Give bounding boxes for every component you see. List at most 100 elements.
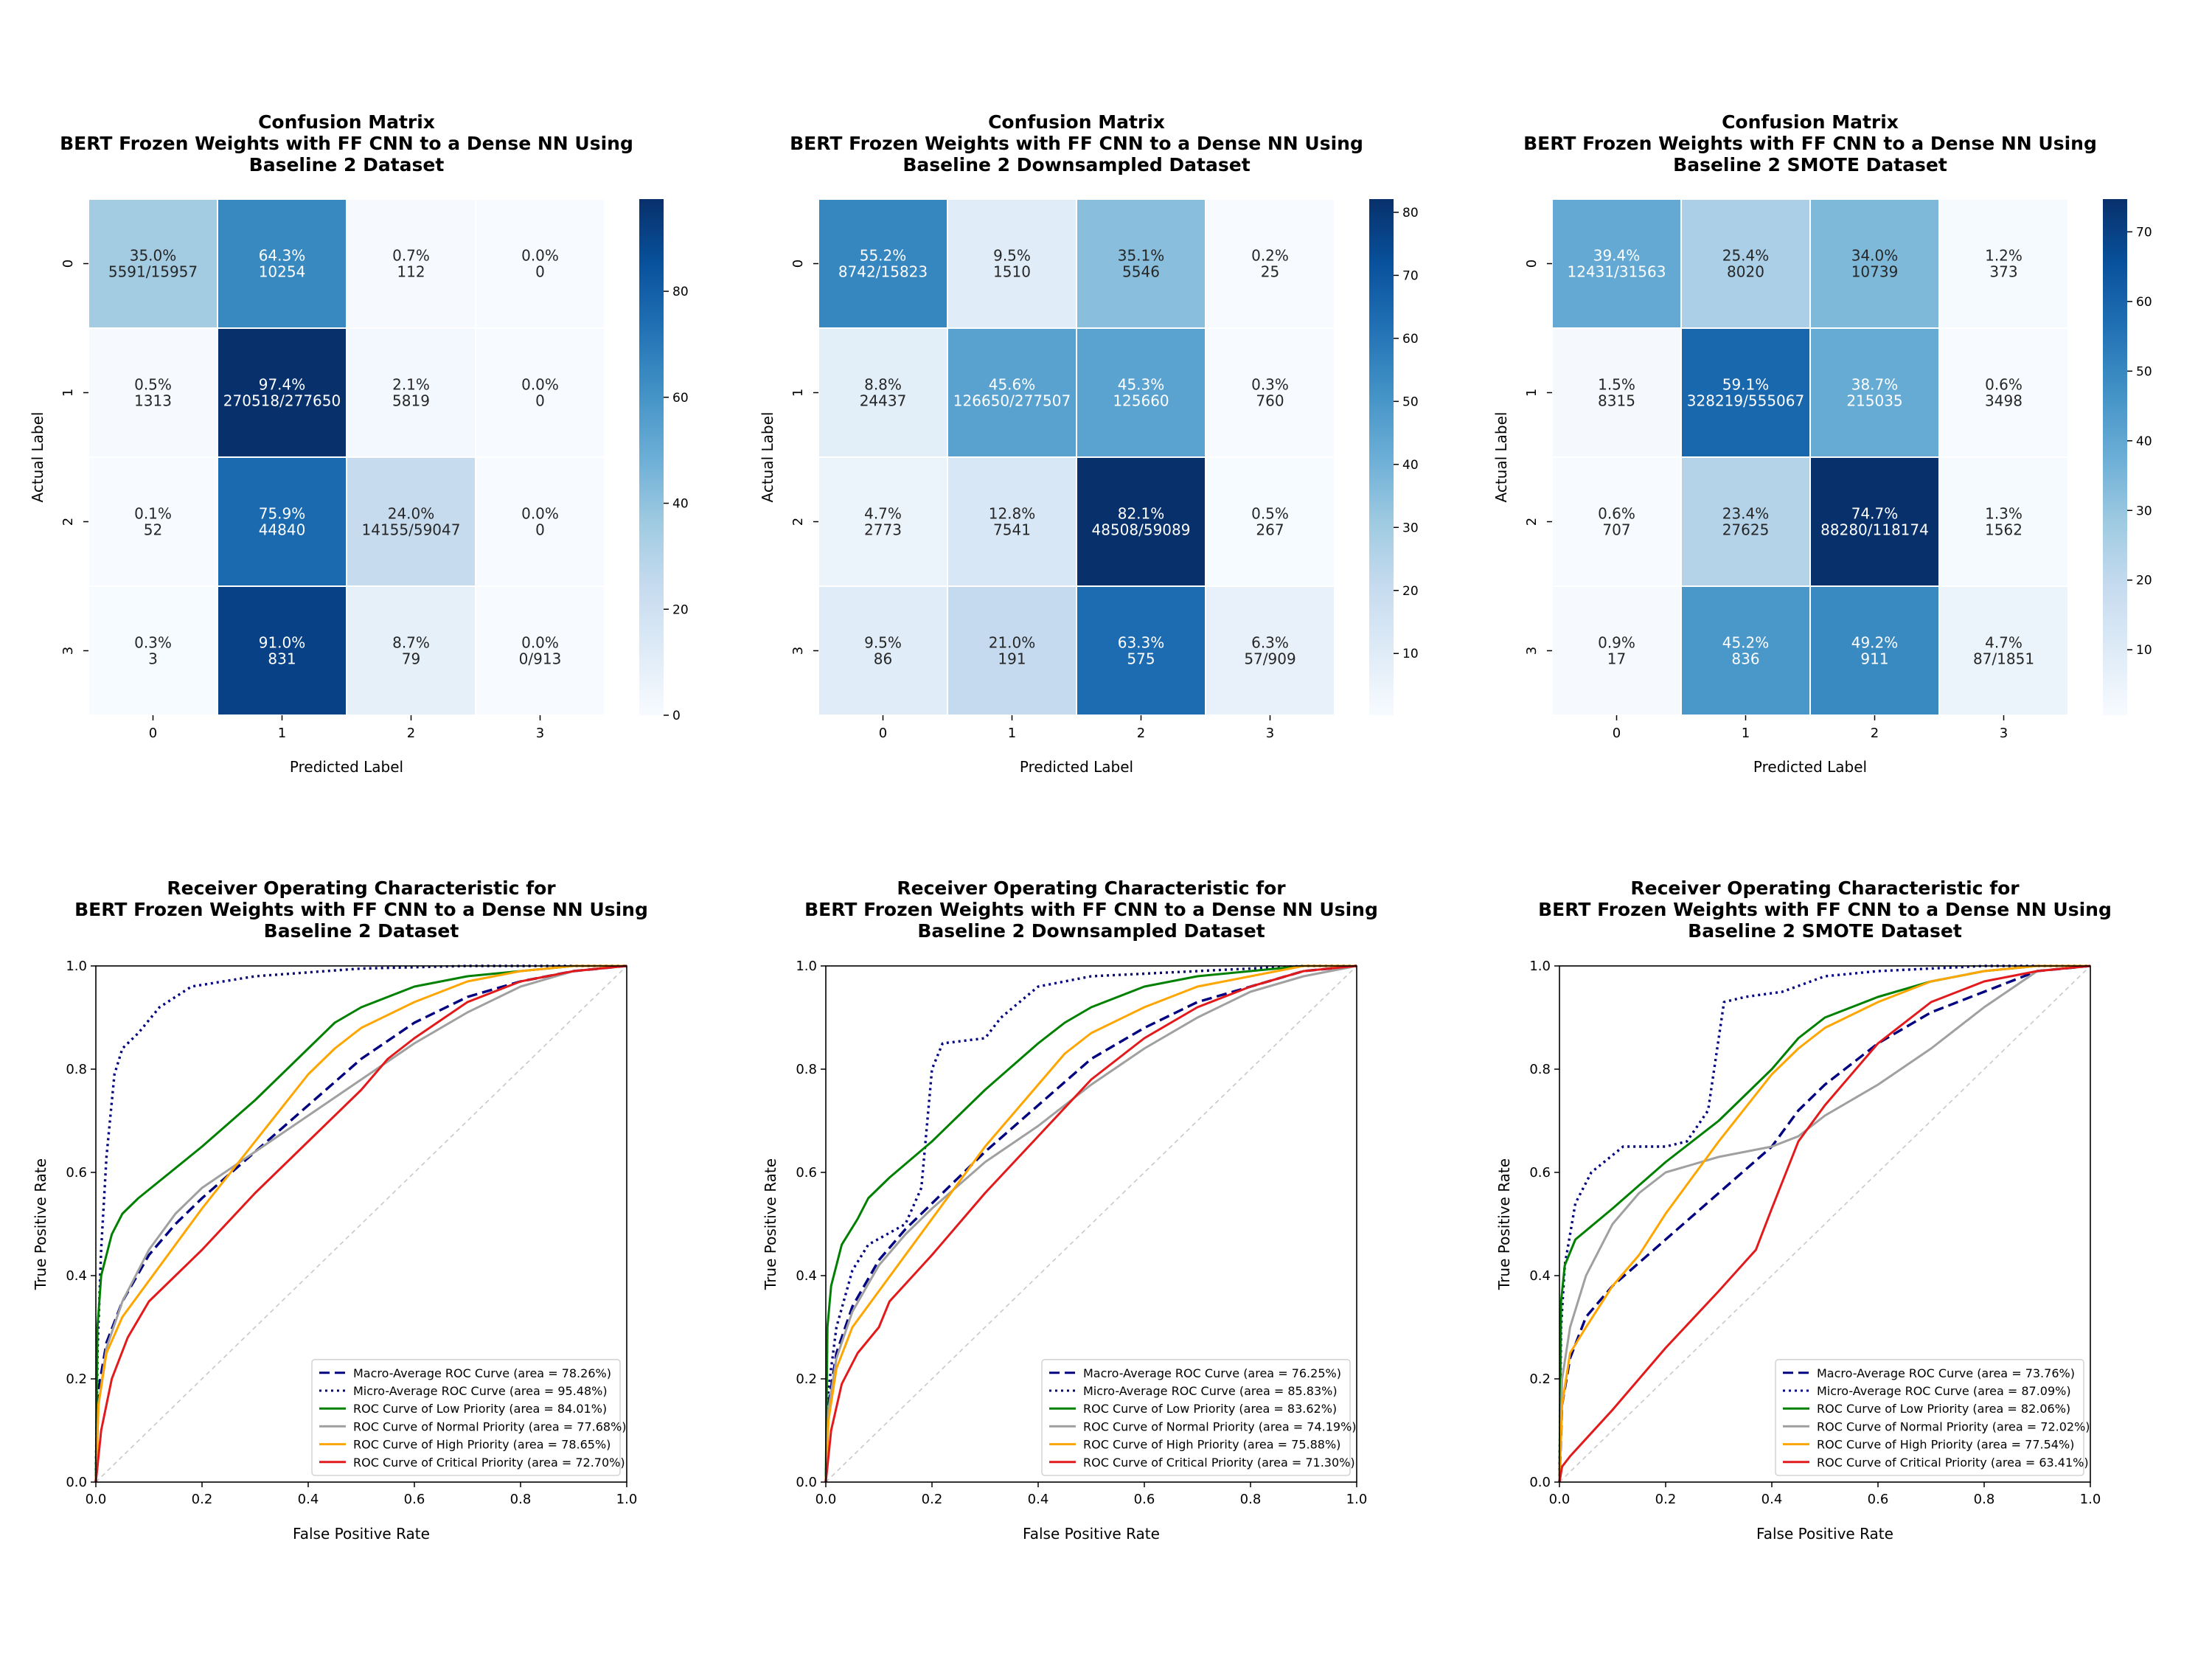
cell-percent-label: 45.6% — [989, 376, 1036, 394]
cell-count-label: 5591/15957 — [108, 263, 198, 281]
roc-chart-0: Receiver Operating Characteristic forBER… — [32, 877, 648, 1543]
cell-count-label: 8315 — [1598, 392, 1635, 410]
cell-count-label: 79 — [402, 650, 420, 668]
cell-percent-label: 0.7% — [392, 247, 430, 265]
y-axis-label: True Positive Rate — [32, 1158, 49, 1290]
matrix-cell — [346, 198, 476, 329]
y-tick-label: 1 — [790, 389, 806, 397]
matrix-cell — [475, 456, 605, 587]
cell-percent-label: 8.8% — [864, 376, 902, 394]
y-tick-label: 0.0 — [1529, 1475, 1551, 1490]
matrix-cell — [818, 456, 948, 587]
x-tick-label: 1.0 — [616, 1492, 638, 1507]
legend-label: ROC Curve of Critical Priority (area = 7… — [353, 1456, 625, 1470]
matrix-cell — [1680, 585, 1811, 716]
x-tick-label: 1 — [1008, 726, 1016, 741]
legend-label: ROC Curve of High Priority (area = 78.65… — [353, 1438, 611, 1452]
cell-count-label: 5819 — [392, 392, 430, 410]
cell-count-label: 0 — [535, 392, 545, 410]
cell-percent-label: 1.5% — [1598, 376, 1635, 394]
colorbar — [1369, 199, 1394, 715]
cell-percent-label: 63.3% — [1118, 634, 1165, 652]
legend-label: ROC Curve of Critical Priority (area = 6… — [1817, 1456, 2089, 1470]
plot-frame — [825, 965, 1357, 1483]
cell-percent-label: 97.4% — [259, 376, 306, 394]
cell-count-label: 0 — [535, 521, 545, 539]
colorbar-tick-label: 60 — [672, 391, 689, 406]
y-tick-label: 1 — [1524, 389, 1540, 397]
legend-box — [1775, 1359, 2084, 1476]
cell-count-label: 86 — [874, 650, 892, 668]
roc-title-line-0: Receiver Operating Characteristic for — [897, 877, 1286, 899]
x-tick-label: 0.8 — [1974, 1492, 1995, 1507]
matrix-cell — [1938, 198, 2069, 329]
x-tick-label: 0.4 — [298, 1492, 319, 1507]
matrix-cell — [88, 327, 218, 458]
y-tick-label: 3 — [60, 647, 76, 655]
matrix-cell — [346, 585, 476, 716]
matrix-cell — [947, 327, 1077, 458]
x-tick-label: 0.4 — [1028, 1492, 1049, 1507]
roc-series-line — [94, 964, 627, 1483]
matrix-cell — [475, 198, 605, 329]
colorbar-tick-label: 70 — [2136, 225, 2152, 240]
legend-label: Micro-Average ROC Curve (area = 87.09%) — [1817, 1384, 2071, 1398]
matrix-cell — [947, 456, 1077, 587]
cell-count-label: 1562 — [1985, 521, 2023, 539]
roc-series-line — [1558, 964, 2091, 1483]
x-tick-label: 1.0 — [1346, 1492, 1368, 1507]
x-tick-label: 0 — [879, 726, 887, 741]
cell-count-label: 57/909 — [1244, 650, 1295, 668]
matrix-cell — [1938, 456, 2069, 587]
y-tick-label: 0 — [790, 260, 806, 268]
y-tick-label: 1.0 — [796, 959, 817, 974]
cell-percent-label: 12.8% — [989, 505, 1036, 523]
colorbar-tick-label: 60 — [2136, 295, 2152, 310]
colorbar-tick-label: 40 — [672, 497, 689, 512]
matrix-cell — [217, 585, 347, 716]
y-tick-label: 0 — [60, 260, 76, 268]
x-tick-label: 3 — [536, 726, 544, 741]
cell-percent-label: 45.2% — [1722, 634, 1770, 652]
cell-percent-label: 35.0% — [130, 247, 177, 265]
y-tick-label: 1.0 — [66, 959, 87, 974]
legend-label: Macro-Average ROC Curve (area = 76.25%) — [1083, 1366, 1341, 1380]
legend-label: ROC Curve of High Priority (area = 77.54… — [1817, 1438, 2074, 1452]
y-tick-label: 0 — [1524, 260, 1540, 268]
roc-series-line — [824, 964, 1357, 1483]
cell-count-label: 3 — [148, 650, 158, 668]
roc-title-line-0: Receiver Operating Characteristic for — [1630, 877, 2020, 899]
legend-label: ROC Curve of Low Priority (area = 84.01%… — [353, 1402, 607, 1416]
y-tick-label: 1.0 — [1529, 959, 1551, 974]
colorbar-tick-label: 80 — [1402, 206, 1419, 220]
cell-percent-label: 0.6% — [1598, 505, 1635, 523]
y-tick-label: 3 — [1524, 647, 1540, 655]
cell-percent-label: 45.3% — [1118, 376, 1165, 394]
cell-percent-label: 0.2% — [1251, 247, 1289, 265]
cell-count-label: 191 — [998, 650, 1026, 668]
cell-count-label: 10739 — [1851, 263, 1899, 281]
roc-title-line-1: BERT Frozen Weights with FF CNN to a Den… — [804, 899, 1378, 920]
cell-percent-label: 0.6% — [1985, 376, 2023, 394]
confusion-matrix-title-line-0: Confusion Matrix — [988, 111, 1165, 133]
cell-percent-label: 0.0% — [521, 376, 559, 394]
legend-box — [1041, 1359, 1351, 1476]
cell-count-label: 1510 — [993, 263, 1031, 281]
legend-label: ROC Curve of High Priority (area = 75.88… — [1083, 1438, 1340, 1452]
colorbar-tick-label: 50 — [2136, 364, 2152, 379]
cell-percent-label: 2.1% — [392, 376, 430, 394]
x-tick-label: 2 — [1137, 726, 1145, 741]
colorbar-tick-label: 50 — [1402, 394, 1419, 409]
legend-label: ROC Curve of Low Priority (area = 82.06%… — [1817, 1402, 2070, 1416]
cell-count-label: 836 — [1731, 650, 1759, 668]
cell-percent-label: 21.0% — [989, 634, 1036, 652]
y-tick-label: 2 — [60, 518, 76, 526]
cell-percent-label: 91.0% — [259, 634, 306, 652]
x-tick-label: 0.0 — [1549, 1492, 1571, 1507]
x-tick-label: 1 — [278, 726, 286, 741]
cell-percent-label: 9.5% — [993, 247, 1031, 265]
colorbar-tick-label: 20 — [672, 602, 689, 617]
cell-count-label: 7541 — [993, 521, 1031, 539]
cell-percent-label: 74.7% — [1851, 505, 1899, 523]
